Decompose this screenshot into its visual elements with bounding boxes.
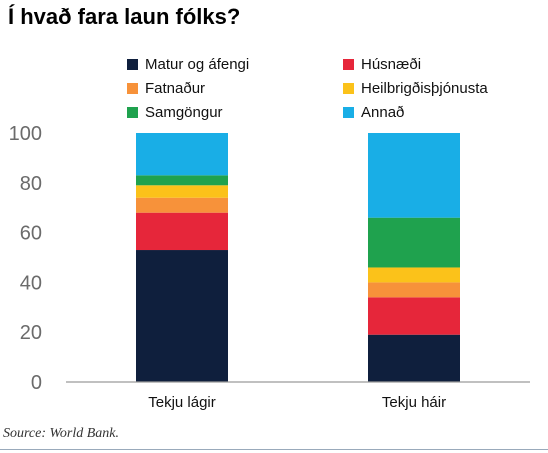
x-tick-label: Tekju lágir <box>148 394 216 411</box>
stacked-bar-chart: 0 20 40 60 80 100 Tekju lágir Tekju háir <box>9 123 530 411</box>
y-tick-label: 40 <box>20 272 42 294</box>
legend-label: Heilbrigðisþjónusta <box>361 80 488 97</box>
bar-segment <box>368 267 460 283</box>
chart-title: Í hvað fara laun fólks? <box>8 4 241 29</box>
legend-label: Húsnæði <box>361 56 422 73</box>
legend-swatch <box>343 107 354 118</box>
legend-swatch <box>127 107 138 118</box>
bar-segment <box>136 133 228 176</box>
legend-label: Samgöngur <box>145 104 223 121</box>
bar-segment <box>136 212 228 251</box>
y-tick-label: 20 <box>20 322 42 344</box>
bar-segment <box>136 185 228 198</box>
source-note: Source: World Bank. <box>3 426 119 441</box>
legend-item-samgongur: Samgöngur <box>127 104 223 121</box>
legend-swatch <box>127 59 138 70</box>
bar-segment <box>368 282 460 298</box>
legend-swatch <box>127 83 138 94</box>
legend-label: Matur og áfengi <box>145 56 250 73</box>
legend-item-fatnadur: Fatnaður <box>127 80 205 97</box>
y-tick-label: 60 <box>20 223 42 245</box>
bar-segment <box>368 133 460 218</box>
bar-segment <box>136 250 228 382</box>
legend-item-matur: Matur og áfengi <box>127 56 249 73</box>
y-tick-label: 100 <box>9 123 42 145</box>
bar-segment <box>368 334 460 382</box>
x-tick-label: Tekju háir <box>382 394 446 411</box>
legend: Matur og áfengi Húsnæði Fatnaður Heilbri… <box>0 0 548 130</box>
bar-segment <box>136 175 228 186</box>
legend-item-heilbrigdis: Heilbrigðisþjónusta <box>343 80 488 97</box>
y-tick-label: 0 <box>31 372 42 394</box>
bar-segment <box>368 297 460 335</box>
legend-swatch <box>343 83 354 94</box>
y-tick-label: 80 <box>20 173 42 195</box>
legend-item-annad: Annað <box>343 104 404 121</box>
legend-label: Annað <box>361 104 405 121</box>
bottom-border <box>0 449 548 450</box>
legend-label: Fatnaður <box>145 80 206 97</box>
legend-swatch <box>343 59 354 70</box>
bar-segment <box>368 217 460 268</box>
bar-segment <box>136 197 228 213</box>
legend-item-husnaedi: Húsnæði <box>343 56 421 73</box>
